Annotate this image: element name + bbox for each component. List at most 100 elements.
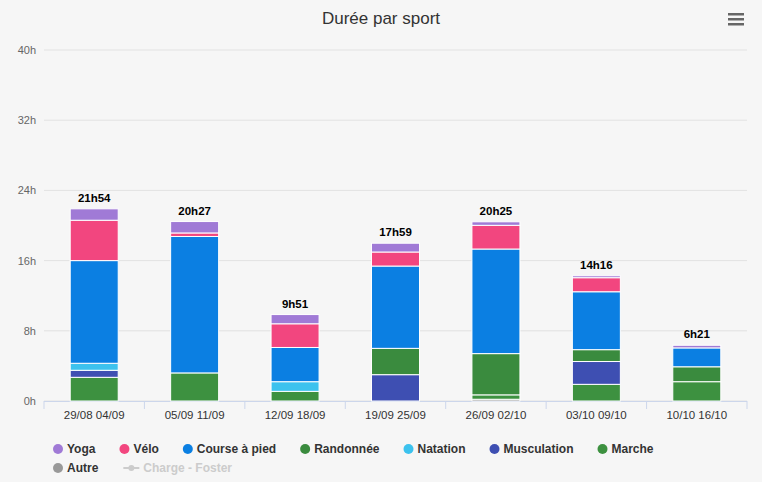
total-label: 14h16 [580,259,613,271]
chart: Durée par sport 0h 8h 16h 24h 32h 40h 29/08 04/… [0,0,762,482]
bar-segment [472,249,520,354]
bar-segment [70,370,118,377]
total-label: 6h21 [684,328,711,340]
title: Durée par sport [322,9,440,28]
y-tick-label: 8h [24,325,36,337]
bar-segment [70,363,118,370]
x-tick-label: 12/09 18/09 [265,409,326,421]
bar-segment [572,384,620,401]
bar-segment [171,222,219,233]
legend-item[interactable]: Autre [53,461,99,475]
legend-symbol [128,465,134,471]
x-tick-label: 19/09 25/09 [365,409,426,421]
legend-label: Randonnée [314,442,380,456]
legend-item[interactable]: Yoga [53,442,96,456]
legend-symbol [404,444,414,454]
total-label: 20h27 [178,205,211,217]
y-tick-label: 32h [18,114,36,126]
legend-item[interactable]: Charge - Foster [123,461,232,475]
legend-label: Marche [612,442,654,456]
legend-label: Autre [67,461,99,475]
bar-segment [472,395,520,399]
total-label: 17h59 [379,226,412,238]
menu-bar [728,23,744,26]
x-tick [646,401,647,409]
bar-segment [572,278,620,292]
y-tick-label: 0h [24,395,36,407]
bar-segment [372,348,420,374]
bar-segment [271,382,319,392]
grid-line [44,190,747,191]
legend-item[interactable]: Marche [598,442,654,456]
bar-segment [372,243,420,252]
bar-segment [572,350,620,362]
y-tick-label: 24h [18,184,36,196]
x-tick [445,401,446,409]
background [0,0,762,482]
bar-segment [673,348,721,367]
bar-segment [171,233,219,237]
bar-segment [673,382,721,401]
legend-item[interactable]: Natation [404,442,466,456]
menu-bar [728,13,744,16]
bar-segment [271,347,319,381]
bar-segment [472,222,520,226]
bar-segment [70,209,118,220]
legend-item[interactable]: Musculation [490,442,574,456]
bar-segment [271,391,319,401]
x-tick [345,401,346,409]
legend-label: Course à pied [197,442,276,456]
grid-line [44,120,747,121]
total-label: 9h51 [282,298,309,310]
legend-symbol [53,463,63,473]
legend-item[interactable]: Course à pied [183,442,276,456]
x-tick [244,401,245,409]
legend-symbol [53,444,63,454]
x-tick [44,401,45,409]
bar-segment [472,225,520,249]
x-tick-label: 10/10 16/10 [666,409,727,421]
x-tick-label: 05/09 11/09 [165,409,225,421]
menu-button[interactable] [728,13,744,26]
legend-symbol [598,444,608,454]
bar-segment [171,236,219,372]
total-label: 21h54 [78,192,111,204]
legend-symbol [300,444,310,454]
bar-segment [372,252,420,266]
bar-segment [572,362,620,385]
bar-segment [572,292,620,350]
total-label: 20h25 [480,205,513,217]
bar-segment [673,367,721,382]
bar-segment [171,373,219,401]
bar-segment [271,324,319,348]
y-tick-label: 16h [18,255,36,267]
bar-segment [70,261,118,364]
legend-symbol [119,444,129,454]
legend-item[interactable]: Vélo [119,442,158,456]
bar-segment [372,266,420,348]
legend-label: Charge - Foster [143,461,232,475]
legend-symbol [490,444,500,454]
bar-segment [70,377,118,401]
legend-symbol [183,444,193,454]
menu-bar [728,18,744,21]
x-tick-label: 26/09 02/10 [466,409,527,421]
bar-segment [572,276,620,278]
bar-segment [372,375,420,401]
grid-line [44,50,747,51]
bar-segment [472,354,520,395]
legend-label: Vélo [133,442,158,456]
legend-label: Natation [418,442,466,456]
x-tick-label: 03/10 09/10 [566,409,627,421]
x-tick [747,401,748,409]
legend-label: Yoga [67,442,96,456]
x-tick-label: 29/08 04/09 [64,409,125,421]
x-tick [546,401,547,409]
bar-segment [673,345,721,348]
legend-label: Musculation [504,442,574,456]
bar-segment [70,220,118,260]
y-tick-label: 40h [18,44,36,56]
x-tick [144,401,145,409]
legend-item[interactable]: Randonnée [300,442,380,456]
bar-segment [271,315,319,324]
